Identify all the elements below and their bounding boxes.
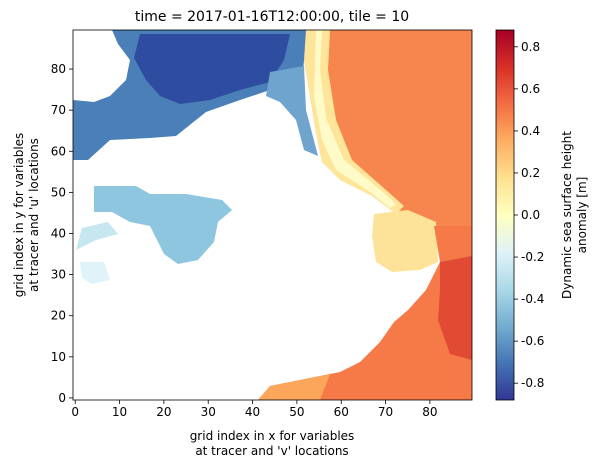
colorbar-tick-label: -0.2 [521, 250, 544, 264]
warm-edge-south [258, 374, 330, 400]
y-tick-label: 70 [51, 103, 66, 117]
colorbar-tick-label: 0.4 [521, 124, 540, 138]
colorbar [495, 29, 515, 401]
neutral-front [304, 30, 404, 214]
shelf-sea-blue [94, 186, 232, 264]
shelf-sea-light [76, 222, 118, 250]
y-tick-label: 60 [51, 144, 66, 158]
bohai-light [80, 262, 110, 284]
y-tick-label: 10 [51, 350, 66, 364]
heatmap-area [73, 30, 472, 400]
colorbar-tick-label: 0.6 [521, 82, 540, 96]
x-tick-label: 20 [156, 405, 171, 419]
colorbar-label-line1: Dynamic sea surface height [560, 131, 574, 299]
x-tick-label: 10 [112, 405, 127, 419]
x-axis-label-line2: at tracer and 'v' locations [195, 444, 348, 458]
y-tick-label: 30 [51, 268, 66, 282]
x-tick-label: 0 [71, 405, 79, 419]
y-axis: 0 10 20 30 40 50 60 70 80 [51, 62, 73, 405]
y-tick-label: 80 [51, 62, 66, 76]
y-tick-label: 20 [51, 309, 66, 323]
y-axis-label: grid index in y for variables at tracer … [12, 133, 41, 298]
y-tick-label: 50 [51, 185, 66, 199]
colorbar-tick-label: -0.4 [521, 292, 544, 306]
colorbar-tick-label: -0.8 [521, 376, 544, 390]
warm-region-south [258, 226, 472, 400]
x-tick-label: 80 [422, 405, 437, 419]
colorbar-tick-label: 0.0 [521, 208, 540, 222]
pale-patch [372, 210, 438, 272]
colorbar-tick-label: 0.2 [521, 166, 540, 180]
y-axis-label-line2: at tracer and 'u' locations [27, 138, 41, 292]
x-tick-label: 30 [201, 405, 216, 419]
plot-frame [72, 29, 473, 401]
x-axis: 0 10 20 30 40 50 60 70 80 [71, 400, 438, 419]
colorbar-tick-label: 0.8 [521, 40, 540, 54]
colorbar-axis: -0.8 -0.6 -0.4 -0.2 0.0 0.2 0.4 0.6 0.8 [514, 40, 544, 390]
warm-core-south [438, 256, 472, 360]
x-axis-label-line1: grid index in x for variables [190, 429, 355, 443]
chart-title: time = 2017-01-16T12:00:00, tile = 10 [135, 9, 409, 25]
colorbar-tick-label: -0.6 [521, 334, 544, 348]
cold-core [134, 34, 290, 104]
y-tick-label: 0 [58, 391, 66, 405]
y-axis-label-line1: grid index in y for variables [12, 133, 26, 298]
colorbar-label: Dynamic sea surface height anomaly [m] [560, 131, 589, 299]
cold-east [266, 66, 318, 156]
x-tick-label: 50 [289, 405, 304, 419]
x-tick-label: 70 [378, 405, 393, 419]
front-strip [314, 30, 396, 208]
y-tick-label: 40 [51, 227, 66, 241]
x-tick-label: 40 [245, 405, 260, 419]
colorbar-label-line2: anomaly [m] [575, 177, 589, 254]
x-tick-label: 60 [334, 405, 349, 419]
